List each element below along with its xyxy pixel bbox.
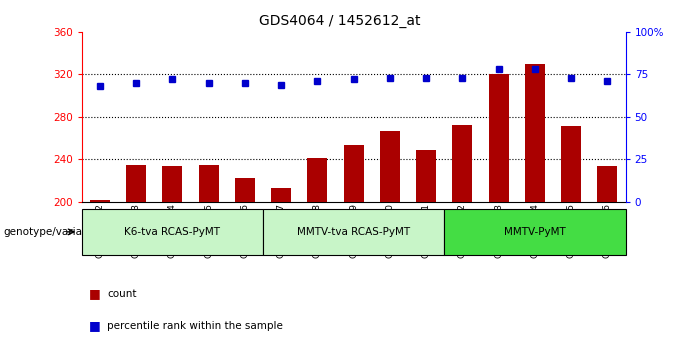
- Text: percentile rank within the sample: percentile rank within the sample: [107, 321, 284, 331]
- Text: K6-tva RCAS-PyMT: K6-tva RCAS-PyMT: [124, 227, 220, 237]
- Bar: [271, 188, 291, 202]
- Bar: [163, 166, 182, 202]
- Text: MMTV-PyMT: MMTV-PyMT: [504, 227, 566, 237]
- Bar: [525, 64, 545, 202]
- Text: genotype/variation: genotype/variation: [3, 227, 103, 237]
- Bar: [307, 158, 327, 202]
- Text: ■: ■: [88, 287, 100, 300]
- Text: ■: ■: [88, 319, 100, 332]
- Bar: [343, 145, 364, 202]
- Bar: [416, 150, 436, 202]
- Bar: [235, 178, 255, 202]
- Bar: [489, 74, 509, 202]
- Bar: [90, 200, 109, 202]
- Bar: [561, 126, 581, 202]
- Text: GDS4064 / 1452612_at: GDS4064 / 1452612_at: [259, 14, 421, 28]
- Bar: [380, 131, 400, 202]
- Text: count: count: [107, 289, 137, 299]
- Bar: [452, 125, 473, 202]
- Bar: [598, 166, 617, 202]
- Text: MMTV-tva RCAS-PyMT: MMTV-tva RCAS-PyMT: [297, 227, 410, 237]
- Bar: [126, 165, 146, 202]
- Bar: [199, 165, 218, 202]
